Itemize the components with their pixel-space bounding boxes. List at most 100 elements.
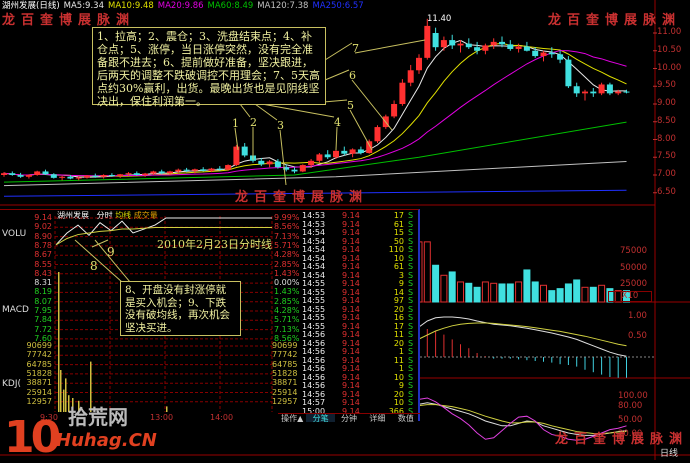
macd-axis-label: 0.50 (628, 331, 647, 341)
intraday-volume-bar (65, 378, 67, 412)
tick-side: S (408, 398, 414, 407)
tick-side: S (408, 321, 414, 331)
intraday-volume-bar (60, 370, 62, 412)
tick-price: 9.14 (342, 228, 360, 237)
intraday-pct-label: 7.13% (274, 231, 300, 241)
tick-row: 14:56 9.14 20 S (300, 339, 418, 349)
candle (34, 171, 41, 175)
intraday-volume-bar (63, 389, 65, 412)
volume-bar (506, 283, 514, 303)
tick-time: 14:54 (302, 262, 326, 271)
tab-4[interactable]: 数值 (397, 414, 414, 423)
tick-side: S (408, 245, 414, 254)
candle (465, 43, 472, 48)
candle (333, 150, 339, 158)
candle (17, 175, 24, 177)
intraday-pct-label: 5.71% (274, 315, 300, 325)
tick-row: 14:54 9.14 110 S (300, 245, 418, 255)
ma-legend-item: MA60:8.49 (207, 1, 254, 11)
candle (67, 176, 74, 179)
tab-0[interactable]: 操作▲ (281, 414, 304, 423)
candle (424, 25, 431, 58)
tick-volume: 20 (393, 304, 404, 314)
tab-2[interactable]: 分钟 (341, 414, 358, 423)
tick-table[interactable]: 14:53 9.14 17 S 14:53 9.14 61 S 14:54 9.14 15 S 14:5… (300, 211, 418, 416)
tick-side: S (408, 406, 414, 416)
intraday-vol-label: 90699 (272, 341, 298, 350)
intraday-title: 2010年2月23日分时线 (157, 238, 272, 251)
tick-row: 14:55 9.14 17 S (300, 321, 418, 332)
ma20-line (3, 50, 627, 177)
volume-bar (556, 288, 564, 303)
tick-side: S (408, 304, 414, 314)
period-label: 日线 (660, 449, 679, 459)
volume-bar (423, 241, 431, 303)
watermark: 龙百奎博展脉渊 (548, 13, 682, 28)
candle (216, 168, 223, 170)
marker-line (349, 109, 373, 151)
tick-row: 14:55 9.14 97 S (300, 296, 418, 306)
tick-volume: 110 (388, 245, 404, 254)
intraday-header: 湖州发展 分时 均线 成交量 (57, 211, 158, 220)
intraday-pct-label: 0.00% (274, 278, 300, 288)
marker-3: 3 (277, 119, 284, 132)
volume-bar (481, 281, 489, 303)
tick-row: 14:55 9.14 20 S (300, 304, 418, 315)
candle (515, 46, 522, 49)
volume-bar (581, 286, 589, 303)
intraday-pct-label: 4.28% (274, 250, 300, 260)
tick-row: 14:56 9.14 11 S (300, 356, 418, 366)
tick-row: 14:53 9.14 17 S (300, 211, 418, 221)
intraday-price-label: 9.02 (34, 222, 52, 232)
volume-bar (457, 281, 464, 303)
tick-row: 14:54 9.14 10 S (300, 254, 418, 264)
candle (341, 150, 348, 154)
volume-bar (490, 282, 498, 303)
kdj-axis-label: 50.00 (618, 415, 643, 425)
tab-1[interactable]: 分笔 (306, 414, 335, 423)
candle (42, 171, 49, 175)
intraday-price-label: 9.14 (34, 213, 52, 222)
candle (92, 175, 99, 177)
intraday-price-label: 8.55 (34, 259, 52, 269)
tick-time: 14:55 (302, 321, 326, 331)
tick-row: 14:53 9.14 61 S (300, 220, 418, 230)
tick-volume: 10 (393, 372, 404, 382)
tab-3[interactable]: 详细 (369, 414, 386, 423)
candle (50, 174, 57, 178)
stock-title: 湖州发展(日线) (2, 1, 60, 11)
tick-volume: 16 (393, 313, 404, 322)
tick-time: 14:54 (302, 245, 326, 254)
tick-price: 9.14 (342, 364, 360, 373)
tick-time: 14:55 (302, 296, 326, 305)
d-line (418, 404, 627, 434)
marker-8: 8 (90, 259, 98, 273)
candle (291, 169, 298, 172)
tick-price: 9.14 (342, 279, 360, 288)
tick-time: 14:56 (302, 330, 326, 339)
volume-bar (523, 269, 531, 303)
volume-bar (614, 290, 622, 303)
price-axis-label: 9.00 (657, 98, 676, 108)
volume-bar (448, 271, 456, 303)
candle (316, 154, 323, 161)
candle (499, 41, 505, 45)
candle (75, 177, 82, 179)
intraday-panel[interactable]: 湖州发展 分时 均线 成交量 2010年2月23日分时线 8、开盘没有封涨停就是… (0, 209, 420, 423)
candle (274, 161, 281, 168)
tick-price: 9.14 (342, 245, 360, 254)
candle (507, 44, 514, 49)
tick-time: 14:56 (302, 381, 326, 390)
tick-row: 14:56 9.14 11 S (300, 330, 418, 340)
callout-line (94, 239, 131, 283)
marker-9: 9 (107, 245, 115, 259)
candle (374, 127, 381, 142)
candle (391, 104, 398, 117)
candle (25, 175, 32, 177)
tick-side: S (408, 236, 414, 246)
candle (440, 40, 447, 48)
tick-side: S (408, 211, 414, 220)
tick-volume: 50 (393, 236, 404, 246)
tick-time: 14:56 (302, 389, 326, 399)
kdj-axis-label: 80.00 (618, 400, 643, 411)
